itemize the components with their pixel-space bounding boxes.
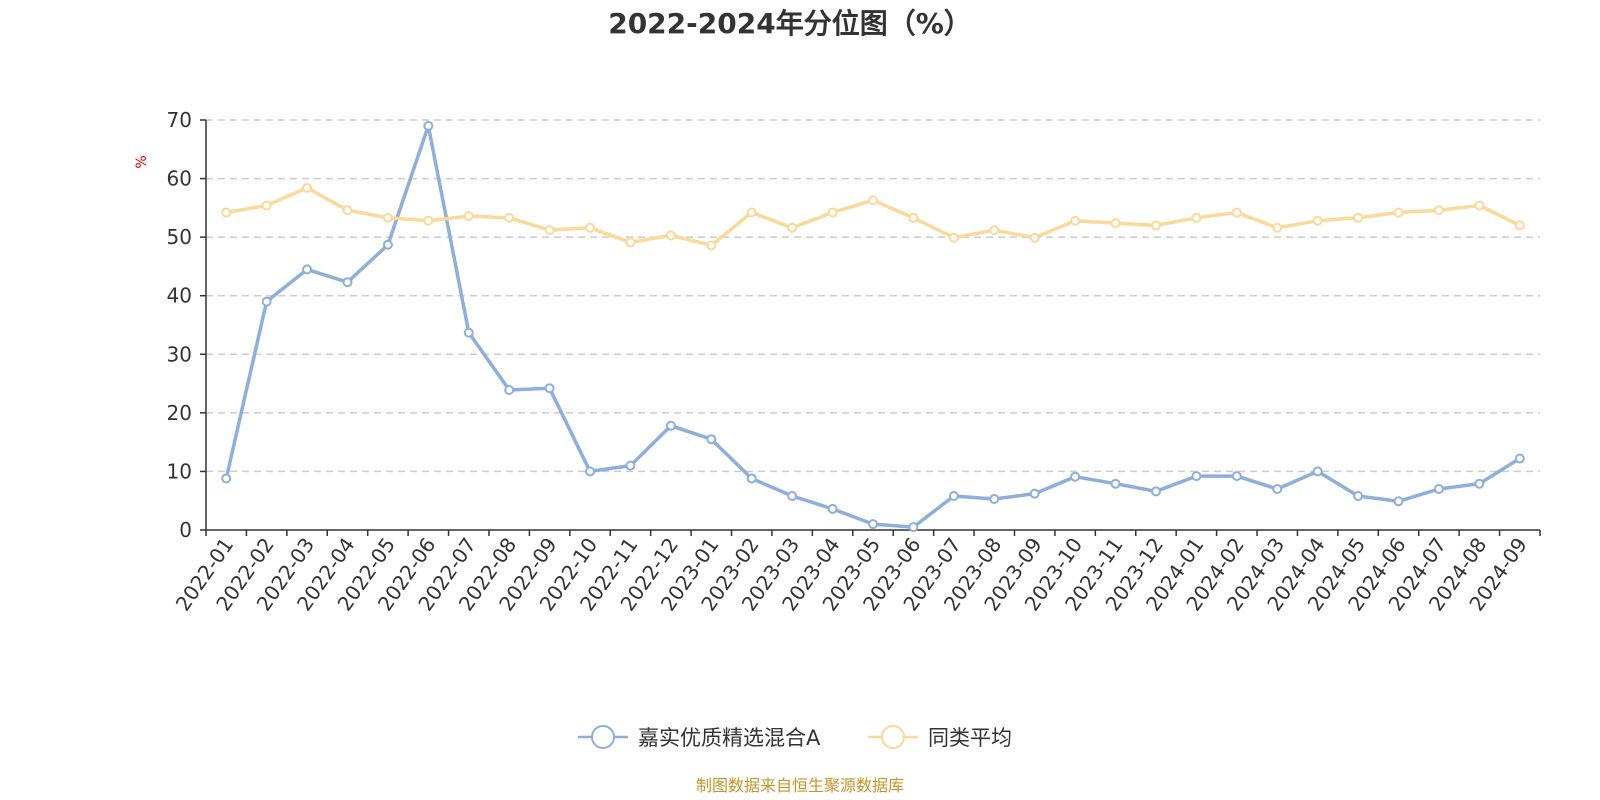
data-point [1191, 471, 1202, 482]
data-point [706, 434, 717, 445]
data-point [1231, 471, 1242, 482]
legend-item-2[interactable]: 同类平均 [868, 725, 1012, 750]
data-point [463, 211, 474, 222]
legend-label: 嘉实优质精选混合A [638, 726, 821, 750]
axes [200, 119, 1541, 536]
data-point [302, 264, 313, 275]
data-point [1150, 486, 1161, 497]
data-point [261, 296, 272, 307]
data-point [302, 182, 313, 193]
data-point [1353, 212, 1364, 223]
legend-item-1[interactable]: 嘉实优质精选混合A [578, 725, 821, 750]
data-point [261, 200, 272, 211]
data-point [342, 277, 353, 288]
data-point [827, 503, 838, 514]
data-point [787, 491, 798, 502]
data-point [1110, 478, 1121, 489]
data-point [504, 212, 515, 223]
data-point [585, 466, 596, 477]
y-tick-label: 70 [167, 108, 192, 132]
source-note: 制图数据来自恒生聚源数据库 [696, 776, 904, 795]
data-point [585, 222, 596, 233]
data-point [1474, 478, 1485, 489]
data-point [948, 491, 959, 502]
data-point [908, 522, 919, 533]
data-point [665, 420, 676, 431]
data-point [1474, 200, 1485, 211]
data-point [908, 212, 919, 223]
data-point [989, 225, 1000, 236]
data-point [423, 215, 434, 226]
data-point [625, 460, 636, 471]
y-tick-label: 20 [167, 401, 192, 425]
data-point [463, 327, 474, 338]
series-layer [221, 120, 1525, 533]
y-tick-label: 40 [167, 284, 192, 308]
data-point [1191, 212, 1202, 223]
chart-title: 2022-2024年分位图（%） [608, 7, 972, 40]
data-point [1029, 232, 1040, 243]
x-tick-labels: 2022-012022-022022-032022-042022-052022-… [171, 533, 1532, 615]
series-line-1 [224, 124, 1522, 529]
data-point [1029, 488, 1040, 499]
data-point [1433, 205, 1444, 216]
data-point [625, 237, 636, 248]
data-point [1312, 215, 1323, 226]
data-point [382, 212, 393, 223]
y-tick-label: 60 [167, 167, 192, 191]
data-point [1110, 218, 1121, 229]
y-tick-labels: 0 10 20 30 40 50 60 70 [167, 108, 192, 542]
y-axis-unit: % [134, 155, 150, 168]
data-point [1272, 484, 1283, 494]
legend[interactable]: 嘉实优质精选混合A 同类平均 [578, 725, 1012, 750]
data-point [868, 519, 878, 530]
data-point [1353, 491, 1364, 502]
data-point [1433, 484, 1444, 494]
data-point [1070, 471, 1081, 482]
data-point [948, 232, 959, 243]
y-tick-label: 50 [167, 225, 192, 249]
y-tick-label: 10 [167, 459, 192, 483]
data-point [868, 195, 878, 206]
y-tick-label: 0 [179, 518, 192, 542]
data-point [1231, 207, 1242, 218]
legend-marker [881, 725, 905, 749]
data-point [342, 205, 353, 216]
data-point [746, 207, 757, 218]
data-point [665, 230, 676, 241]
gridlines [206, 119, 1540, 473]
data-point [827, 207, 838, 218]
data-point [504, 385, 515, 396]
data-point [544, 383, 555, 394]
data-point [746, 473, 757, 484]
data-point [1514, 220, 1525, 231]
data-point [706, 240, 717, 251]
data-point [1312, 466, 1323, 477]
data-point [787, 222, 798, 233]
data-point [221, 207, 232, 218]
data-point [544, 225, 555, 236]
legend-label: 同类平均 [928, 726, 1012, 750]
data-point [1393, 496, 1404, 507]
data-point [382, 239, 393, 250]
data-point [989, 493, 1000, 504]
data-point [221, 473, 232, 484]
data-point [1514, 453, 1525, 464]
data-point [1272, 222, 1283, 233]
data-point [423, 120, 434, 131]
legend-marker [591, 725, 615, 749]
data-point [1150, 220, 1161, 231]
y-tick-label: 30 [167, 342, 192, 366]
data-point [1393, 207, 1404, 218]
data-point [1070, 215, 1081, 226]
